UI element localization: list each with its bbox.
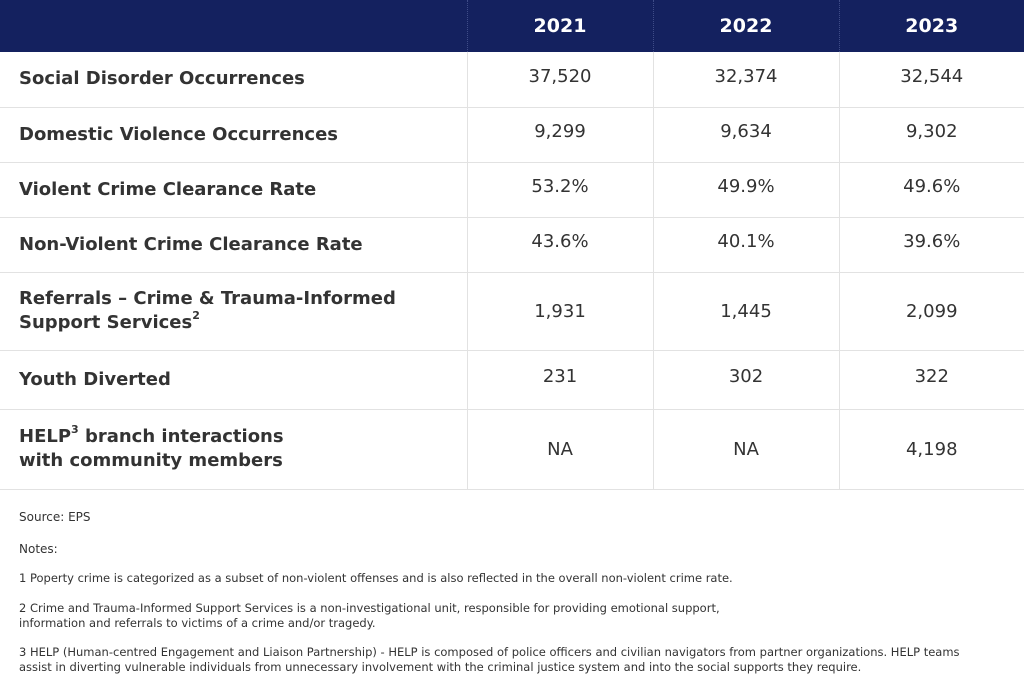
cell-value: 302	[652, 347, 839, 406]
row-label-nonviolent-clearance: Non-Violent Crime Clearance Rate	[0, 217, 467, 272]
cell-value: 49.6%	[838, 159, 1024, 214]
notes-heading: Notes:	[19, 542, 58, 556]
cell-value: 32,544	[838, 49, 1024, 104]
header-year-2022: 2022	[652, 0, 839, 52]
header-year-2023: 2023	[838, 0, 1024, 52]
cell-value: NA	[652, 409, 839, 489]
cell-value: 231	[466, 347, 653, 406]
row-label-text: with community members	[19, 450, 283, 471]
statistics-table: 2021 2022 2023 Social Disorder Occurrenc…	[0, 0, 1024, 489]
row-label-social-disorder: Social Disorder Occurrences	[0, 52, 467, 107]
row-label-text: Non-Violent Crime Clearance Rate	[19, 233, 363, 255]
table-row: Youth Diverted 231 302 322	[0, 347, 1024, 409]
note-2: 2 Crime and Trauma-Informed Support Serv…	[19, 601, 1009, 631]
cell-value: 1,445	[652, 272, 839, 350]
row-label-violent-clearance: Violent Crime Clearance Rate	[0, 162, 467, 217]
note-3: 3 HELP (Human-centred Engagement and Lia…	[19, 645, 1009, 675]
cell-value: 39.6%	[838, 214, 1024, 269]
cell-value: 49.9%	[652, 159, 839, 214]
cell-value: 9,634	[652, 104, 839, 159]
note-line: 3 HELP (Human-centred Engagement and Lia…	[19, 645, 960, 659]
table-body: Social Disorder Occurrences 37,520 32,37…	[0, 49, 1024, 489]
note-1: 1 Poperty crime is categorized as a subs…	[19, 571, 733, 585]
row-label-text-part: branch interactions	[78, 426, 284, 447]
row-label-text: Referrals – Crime & Trauma-Informed	[19, 288, 396, 309]
table-header: 2021 2022 2023	[0, 0, 1024, 52]
cell-value: 32,374	[652, 49, 839, 104]
row-label-text: Domestic Violence Occurrences	[19, 123, 339, 145]
table-row: Social Disorder Occurrences 37,520 32,37…	[0, 49, 1024, 107]
table-row: HELP3 branch interactions with community…	[0, 409, 1024, 489]
row-label-text-part: Support Services	[19, 312, 193, 333]
cell-value: 9,302	[838, 104, 1024, 159]
cell-value: 4,198	[838, 409, 1024, 489]
cell-value: 40.1%	[652, 214, 839, 269]
row-label-text: Violent Crime Clearance Rate	[19, 178, 317, 200]
table-row: Referrals – Crime & Trauma-Informed Supp…	[0, 272, 1024, 350]
header-year-2021: 2021	[466, 0, 653, 52]
row-label-text: Youth Diverted	[19, 368, 171, 390]
note-line: assist in diverting vulnerable individua…	[19, 660, 862, 674]
cell-value: 43.6%	[466, 214, 653, 269]
row-label-help-interactions: HELP3 branch interactions with community…	[0, 409, 467, 489]
row-label-text-part: HELP	[19, 426, 72, 447]
table-row: Domestic Violence Occurrences 9,299 9,63…	[0, 104, 1024, 162]
note-line: 2 Crime and Trauma-Informed Support Serv…	[19, 601, 720, 615]
source-text: Source: EPS	[19, 510, 91, 524]
cell-value: NA	[466, 409, 653, 489]
table-row: Non-Violent Crime Clearance Rate 43.6% 4…	[0, 214, 1024, 272]
note-line: information and referrals to victims of …	[19, 616, 376, 630]
cell-value: 1,931	[466, 272, 653, 350]
table-row: Violent Crime Clearance Rate 53.2% 49.9%…	[0, 159, 1024, 217]
row-label-text: Support Services2	[19, 309, 467, 335]
cell-value: 9,299	[466, 104, 653, 159]
header-row: 2021 2022 2023	[0, 0, 1024, 52]
footnote-marker: 3	[71, 423, 79, 436]
row-label-domestic-violence: Domestic Violence Occurrences	[0, 107, 467, 162]
header-blank-cell	[0, 0, 467, 52]
row-label-youth-diverted: Youth Diverted	[0, 350, 467, 409]
row-label-referrals: Referrals – Crime & Trauma-Informed Supp…	[0, 272, 467, 350]
cell-value: 53.2%	[466, 159, 653, 214]
cell-value: 322	[838, 347, 1024, 406]
row-label-text: Social Disorder Occurrences	[19, 68, 305, 90]
cell-value: 2,099	[838, 272, 1024, 350]
footnote-marker: 2	[192, 309, 200, 322]
cell-value: 37,520	[466, 49, 653, 104]
row-label-text: HELP3 branch interactions	[19, 423, 467, 449]
